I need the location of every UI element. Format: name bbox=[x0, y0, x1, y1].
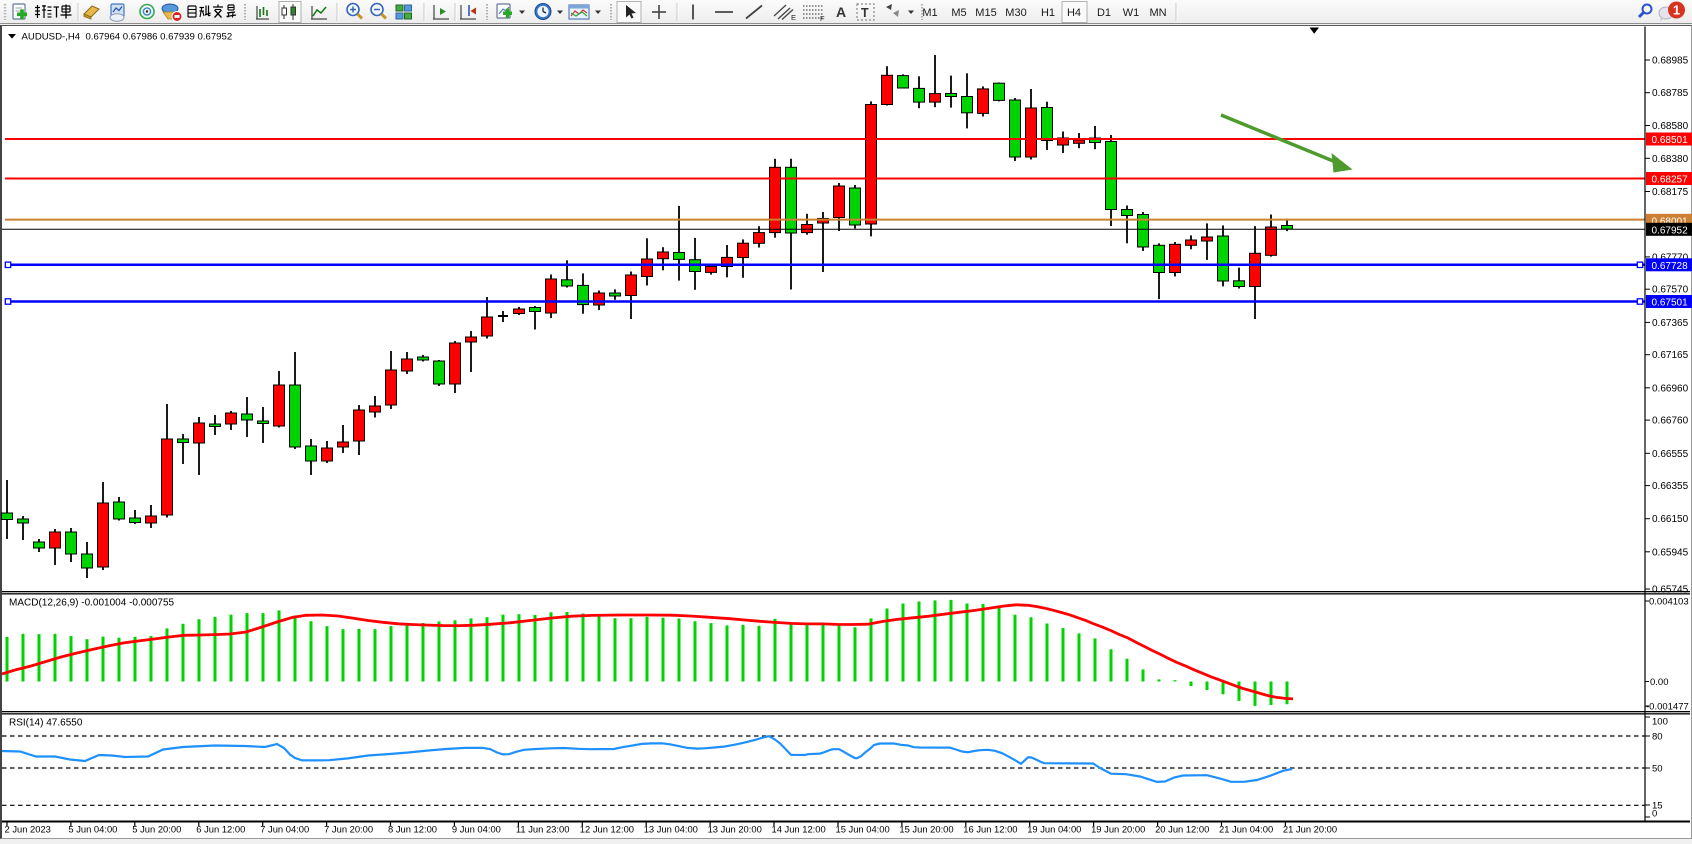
svg-text:0.66150: 0.66150 bbox=[1652, 514, 1689, 525]
svg-text:100: 100 bbox=[1652, 717, 1668, 728]
svg-text:0.67501: 0.67501 bbox=[1652, 298, 1689, 309]
svg-text:15 Jun 04:00: 15 Jun 04:00 bbox=[836, 824, 890, 835]
svg-text:0.67570: 0.67570 bbox=[1652, 285, 1689, 296]
svg-text:16 Jun 12:00: 16 Jun 12:00 bbox=[963, 824, 1017, 835]
svg-text:21 Jun 04:00: 21 Jun 04:00 bbox=[1219, 824, 1273, 835]
svg-text:5 Jun 20:00: 5 Jun 20:00 bbox=[132, 824, 181, 835]
svg-text:0.65745: 0.65745 bbox=[1652, 585, 1689, 596]
svg-text:M30: M30 bbox=[1005, 7, 1026, 19]
svg-text:0.67728: 0.67728 bbox=[1652, 261, 1689, 272]
svg-text:15: 15 bbox=[1652, 801, 1663, 812]
svg-text:15 Jun 20:00: 15 Jun 20:00 bbox=[899, 824, 953, 835]
svg-text:H4: H4 bbox=[1067, 7, 1081, 19]
svg-text:2 Jun 2023: 2 Jun 2023 bbox=[5, 824, 51, 835]
svg-text:T: T bbox=[861, 6, 869, 20]
svg-text:RSI(14) 47.6550: RSI(14) 47.6550 bbox=[9, 718, 83, 729]
svg-text:7 Jun 20:00: 7 Jun 20:00 bbox=[324, 824, 373, 835]
svg-text:19 Jun 20:00: 19 Jun 20:00 bbox=[1091, 824, 1145, 835]
svg-text:0.67365: 0.67365 bbox=[1652, 318, 1689, 329]
svg-text:-0.001477: -0.001477 bbox=[1646, 702, 1689, 713]
svg-text:0.66760: 0.66760 bbox=[1652, 416, 1689, 427]
svg-text:F: F bbox=[820, 14, 825, 23]
svg-text:0.66960: 0.66960 bbox=[1652, 383, 1689, 394]
svg-text:0.68501: 0.68501 bbox=[1652, 135, 1689, 146]
svg-text:MACD(12,26,9) -0.001004 -0.000: MACD(12,26,9) -0.001004 -0.000755 bbox=[9, 598, 175, 609]
svg-text:E: E bbox=[791, 13, 796, 22]
svg-text:0.68175: 0.68175 bbox=[1652, 187, 1689, 198]
svg-text:0.68985: 0.68985 bbox=[1652, 56, 1689, 67]
svg-text:5 Jun 04:00: 5 Jun 04:00 bbox=[68, 824, 117, 835]
svg-text:A: A bbox=[836, 4, 846, 20]
svg-text:0.68785: 0.68785 bbox=[1652, 88, 1689, 99]
svg-text:AUDUSD-,H4 0.67964 0.67986 0.: AUDUSD-,H4 0.67964 0.67986 0.67939 0.679… bbox=[22, 32, 233, 43]
svg-text:D1: D1 bbox=[1097, 7, 1111, 19]
svg-text:H1: H1 bbox=[1041, 7, 1055, 19]
svg-text:M1: M1 bbox=[922, 7, 937, 19]
svg-text:12 Jun 12:00: 12 Jun 12:00 bbox=[580, 824, 634, 835]
svg-text:0.00: 0.00 bbox=[1650, 677, 1669, 688]
svg-text:21 Jun 20:00: 21 Jun 20:00 bbox=[1283, 824, 1337, 835]
svg-text:80: 80 bbox=[1652, 732, 1663, 743]
svg-text:0.66555: 0.66555 bbox=[1652, 449, 1689, 460]
svg-text:1: 1 bbox=[1673, 3, 1680, 18]
svg-text:0.66355: 0.66355 bbox=[1652, 481, 1689, 492]
svg-text:8 Jun 12:00: 8 Jun 12:00 bbox=[388, 824, 437, 835]
svg-text:M15: M15 bbox=[975, 7, 996, 19]
svg-text:0.65945: 0.65945 bbox=[1652, 547, 1689, 558]
svg-text:0.67165: 0.67165 bbox=[1652, 350, 1689, 361]
svg-text:13 Jun 20:00: 13 Jun 20:00 bbox=[708, 824, 762, 835]
svg-text:11 Jun 23:00: 11 Jun 23:00 bbox=[516, 824, 570, 835]
svg-text:0: 0 bbox=[1652, 809, 1657, 820]
svg-text:0.68380: 0.68380 bbox=[1652, 154, 1689, 165]
svg-text:0.67952: 0.67952 bbox=[1652, 225, 1689, 236]
svg-text:M5: M5 bbox=[951, 7, 966, 19]
svg-text:20 Jun 12:00: 20 Jun 12:00 bbox=[1155, 824, 1209, 835]
svg-text:13 Jun 04:00: 13 Jun 04:00 bbox=[644, 824, 698, 835]
svg-text:14 Jun 12:00: 14 Jun 12:00 bbox=[772, 824, 826, 835]
svg-text:19 Jun 04:00: 19 Jun 04:00 bbox=[1027, 824, 1081, 835]
svg-text:6 Jun 12:00: 6 Jun 12:00 bbox=[196, 824, 245, 835]
svg-text:0.67770: 0.67770 bbox=[1652, 252, 1689, 263]
svg-text:9 Jun 04:00: 9 Jun 04:00 bbox=[452, 824, 501, 835]
svg-text:7 Jun 04:00: 7 Jun 04:00 bbox=[260, 824, 309, 835]
svg-text:0.68580: 0.68580 bbox=[1652, 121, 1689, 132]
svg-text:0.68001: 0.68001 bbox=[1652, 216, 1689, 227]
svg-text:50: 50 bbox=[1652, 764, 1663, 775]
svg-text:0.68257: 0.68257 bbox=[1652, 175, 1689, 186]
svg-text:MN: MN bbox=[1149, 7, 1166, 19]
svg-text:0.004103: 0.004103 bbox=[1649, 597, 1689, 608]
svg-text:W1: W1 bbox=[1123, 7, 1140, 19]
